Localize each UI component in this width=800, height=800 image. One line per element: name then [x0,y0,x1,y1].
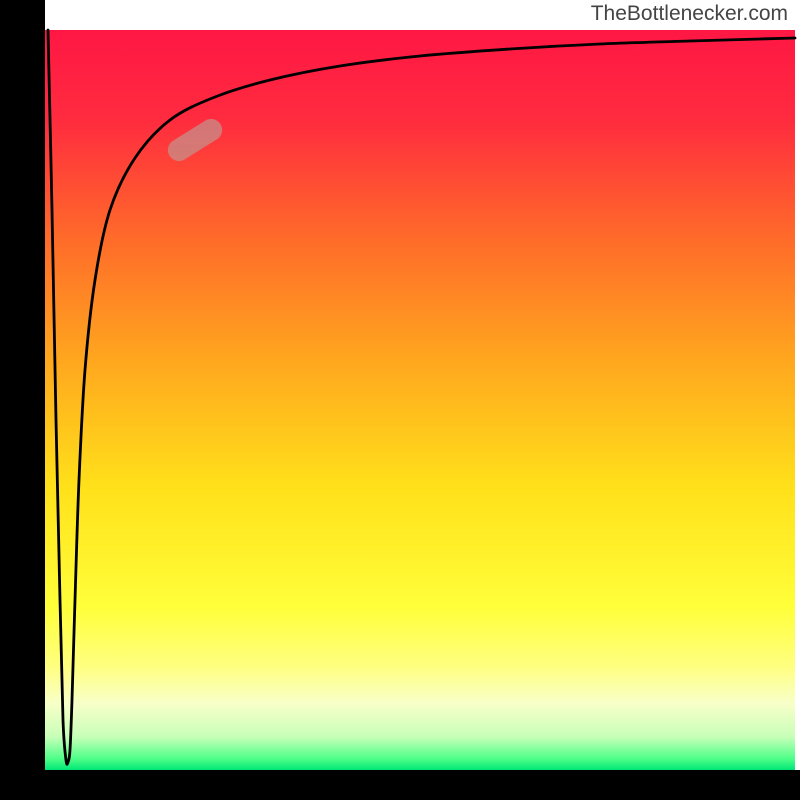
chart-canvas [0,0,800,800]
y-axis [0,0,45,800]
watermark-text: TheBottlenecker.com [591,2,788,26]
bottleneck-chart [0,0,800,800]
x-axis [0,770,800,800]
plot-background [45,30,795,770]
